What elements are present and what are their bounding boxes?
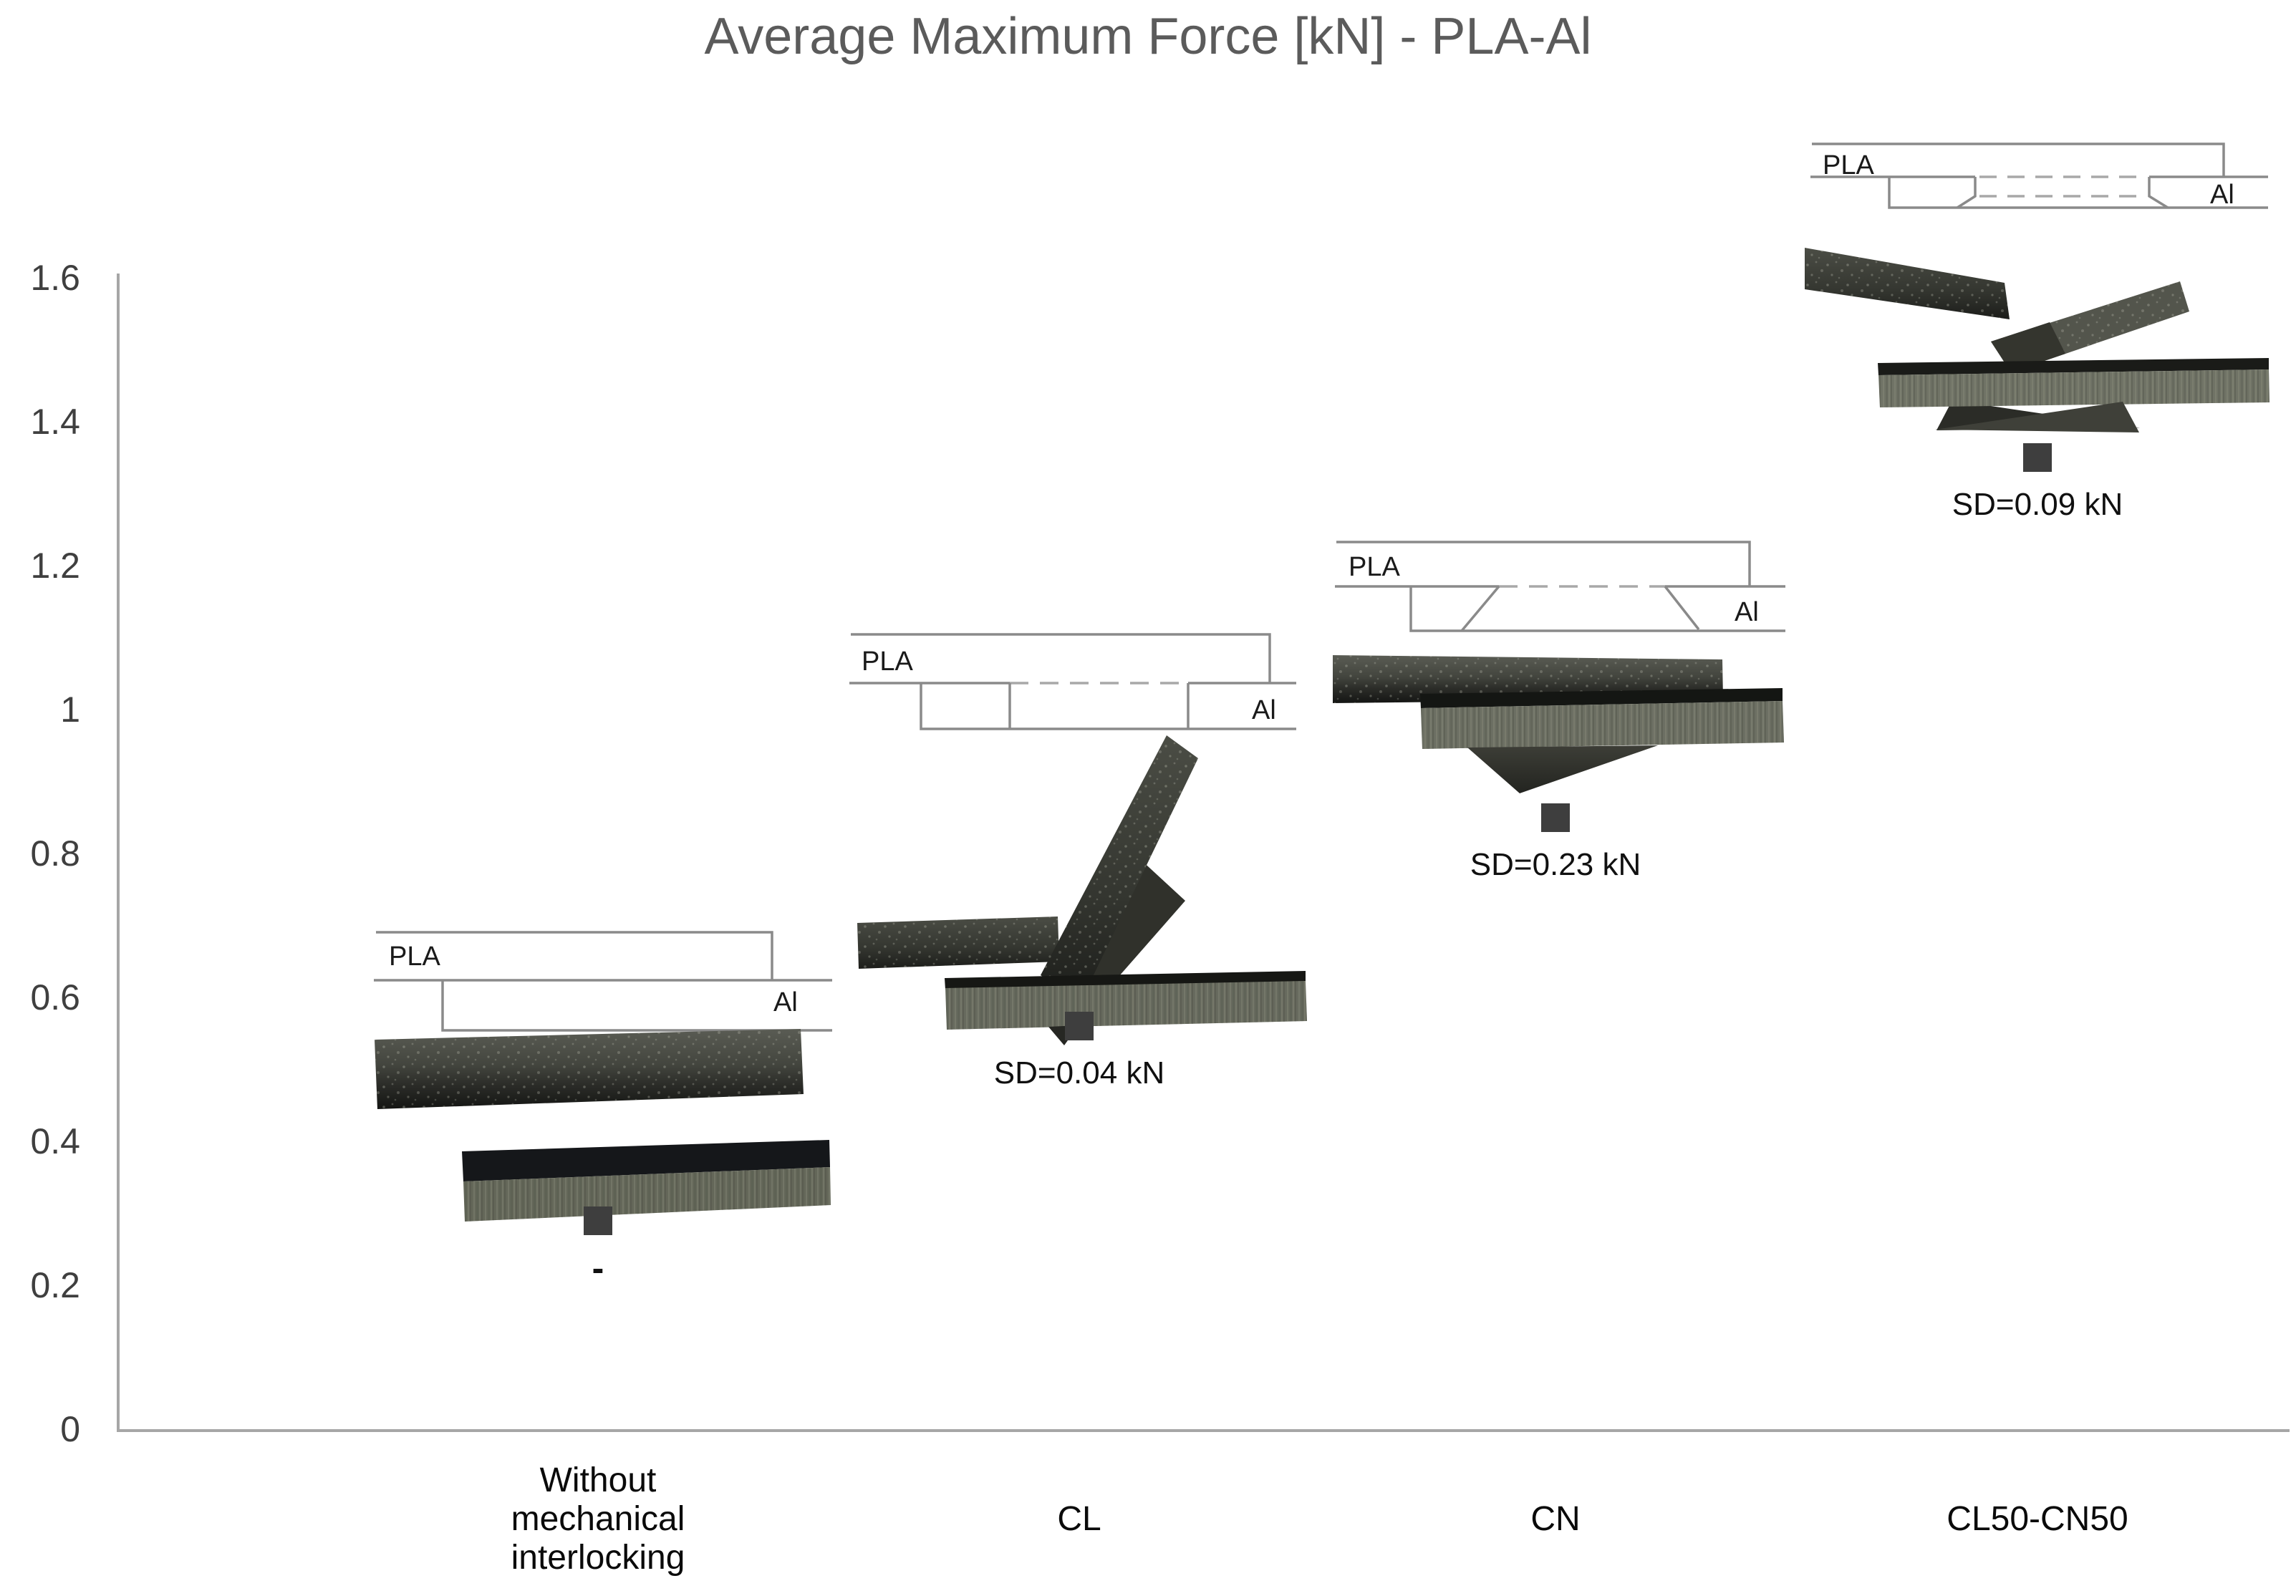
schematic-line bbox=[1409, 586, 1785, 632]
x-category-label: Without mechanical interlocking bbox=[511, 1461, 685, 1577]
al-material-label: Al bbox=[1252, 695, 1276, 725]
y-tick-label: 0.6 bbox=[30, 977, 80, 1017]
pla-material-label: PLA bbox=[389, 942, 440, 972]
schematic-line bbox=[376, 931, 773, 980]
chart-title: Average Maximum Force [kN] - PLA-Al bbox=[704, 8, 1592, 65]
schematic-cl50-cn50-lap-joint: PLA Al bbox=[1810, 142, 2268, 210]
sd-annotation: SD=0.04 kN bbox=[993, 1055, 1165, 1091]
al-material-label: Al bbox=[773, 987, 798, 1017]
y-tick-label: 0.8 bbox=[30, 833, 80, 874]
schematic-line bbox=[1336, 541, 1751, 586]
x-category-label: CN bbox=[1530, 1500, 1581, 1539]
schematic-cl-lap-joint: PLA Al bbox=[849, 633, 1296, 730]
specimen-photo-cl50-cn50 bbox=[1805, 248, 2270, 432]
schematic-line bbox=[1957, 177, 1977, 209]
data-point-without-interlocking bbox=[584, 1206, 612, 1235]
pla-material-label: PLA bbox=[1349, 552, 1400, 582]
schematic-plain-lap-joint: PLA Al bbox=[374, 931, 832, 1032]
schematic-line bbox=[1812, 142, 2225, 177]
schematic-line bbox=[1460, 585, 1700, 632]
sd-annotation: - bbox=[592, 1247, 604, 1288]
data-point-cn bbox=[1541, 803, 1570, 832]
specimen-photo-cl bbox=[857, 735, 1307, 1045]
x-axis-line bbox=[117, 1429, 2290, 1432]
schematic-cn-lap-joint: PLA Al bbox=[1335, 541, 1785, 632]
sd-annotation: SD=0.09 kN bbox=[1952, 487, 2123, 523]
y-tick-label: 1.2 bbox=[30, 546, 80, 586]
pla-material-label: PLA bbox=[1823, 150, 1874, 180]
schematic-line bbox=[1888, 177, 2268, 209]
y-axis-line bbox=[117, 274, 120, 1431]
y-tick-label: 0.4 bbox=[30, 1121, 80, 1161]
al-material-label: Al bbox=[1735, 597, 1759, 627]
x-category-label: CL bbox=[1057, 1500, 1101, 1539]
sd-annotation: SD=0.23 kN bbox=[1470, 846, 1641, 882]
x-category-label: CL50-CN50 bbox=[1947, 1500, 2128, 1539]
schematic-line bbox=[1008, 683, 1190, 729]
y-tick-label: 1 bbox=[60, 690, 80, 730]
schematic-line bbox=[441, 980, 832, 1032]
data-point-cl50-cn50 bbox=[2023, 443, 2052, 473]
y-tick-label: 0.2 bbox=[30, 1265, 80, 1305]
schematic-line bbox=[2148, 177, 2169, 209]
specimen-photo-cn bbox=[1333, 655, 1784, 793]
specimen-photo-without-interlocking bbox=[375, 1029, 831, 1222]
pla-material-label: PLA bbox=[862, 647, 913, 677]
schematic-line bbox=[920, 683, 1296, 730]
data-point-cl bbox=[1065, 1012, 1094, 1041]
schematic-line bbox=[851, 633, 1271, 683]
y-tick-label: 1.4 bbox=[30, 402, 80, 442]
y-tick-label: 0 bbox=[60, 1409, 80, 1449]
y-tick-label: 1.6 bbox=[30, 258, 80, 298]
al-material-label: Al bbox=[2210, 180, 2234, 210]
